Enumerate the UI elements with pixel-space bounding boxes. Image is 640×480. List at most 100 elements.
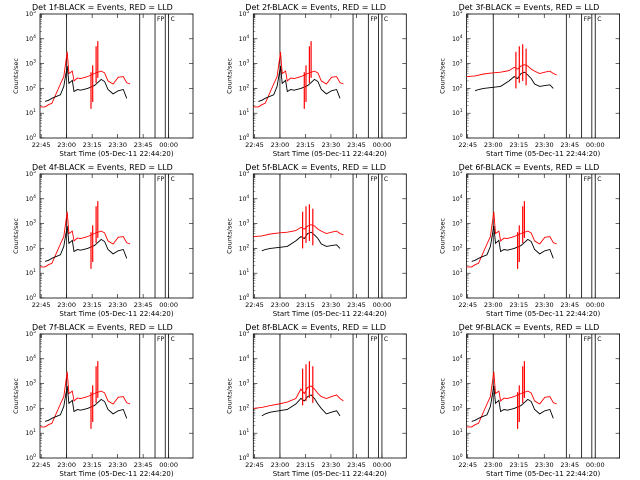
x-tick-label: 23:00 <box>57 141 76 149</box>
x-tick-label: 23:15 <box>509 141 528 149</box>
marker-label: FP <box>157 336 164 343</box>
y-tick-label: 104 <box>239 194 250 203</box>
y-tick-label: 102 <box>25 83 36 92</box>
y-tick-label: 105 <box>25 169 36 178</box>
chart-panel: Det 7f-BLACK = Events, RED = LLD10010110… <box>12 323 194 478</box>
y-tick-exponent: 2 <box>246 403 249 409</box>
marker-label: FP <box>370 336 377 343</box>
y-tick-exponent: 1 <box>460 268 463 274</box>
y-tick-exponent: 0 <box>246 453 249 459</box>
y-tick-label: 101 <box>452 428 463 437</box>
y-tick-label: 100 <box>452 453 463 462</box>
x-axis-label: Start Time (05-Dec-11 22:44:20) <box>486 150 600 158</box>
chart-panel: Det 4f-BLACK = Events, RED = LLD10010110… <box>12 163 194 318</box>
y-tick-exponent: 4 <box>460 354 463 360</box>
plot-frame <box>39 13 194 139</box>
y-tick-exponent: 4 <box>246 354 249 360</box>
x-tick-label: 23:30 <box>535 141 554 149</box>
plot-frame <box>39 173 194 299</box>
x-axis-label: Start Time (05-Dec-11 22:44:20) <box>486 310 600 318</box>
y-tick-exponent: 1 <box>33 428 36 434</box>
y-axis-label: Counts/sec <box>225 58 233 94</box>
y-tick-label: 101 <box>25 428 36 437</box>
x-tick-label: 23:15 <box>509 461 528 469</box>
y-tick-exponent: 3 <box>246 59 249 65</box>
marker-label: FP <box>157 16 164 23</box>
series-line-lld <box>40 51 131 108</box>
x-tick-label: 23:15 <box>296 461 315 469</box>
y-tick-label: 100 <box>452 133 463 142</box>
x-tick-label: 23:45 <box>347 461 366 469</box>
y-axis-label: Counts/sec <box>439 218 447 254</box>
series-line-lld <box>253 51 344 108</box>
plot-frame <box>252 333 407 459</box>
y-axis-label: Counts/sec <box>439 58 447 94</box>
y-tick-label: 100 <box>25 453 36 462</box>
marker-label: C <box>171 336 175 343</box>
y-tick-label: 104 <box>239 354 250 363</box>
x-tick-label: 22:45 <box>458 141 477 149</box>
y-tick-label: 105 <box>452 9 463 18</box>
series-line-lld <box>466 371 557 428</box>
y-tick-exponent: 4 <box>33 354 36 360</box>
marker-label: FP <box>370 176 377 183</box>
y-tick-label: 100 <box>25 133 36 142</box>
y-tick-exponent: 0 <box>33 453 36 459</box>
x-tick-label: 23:45 <box>134 461 153 469</box>
x-tick-label: 23:30 <box>322 301 341 309</box>
y-tick-exponent: 5 <box>460 329 463 335</box>
marker-label: FP <box>584 336 591 343</box>
x-tick-label: 23:30 <box>108 301 127 309</box>
series-line-events <box>471 385 554 422</box>
y-tick-exponent: 1 <box>33 108 36 114</box>
series-line-lld <box>466 64 557 78</box>
x-axis-label: Start Time (05-Dec-11 22:44:20) <box>273 150 387 158</box>
y-tick-exponent: 4 <box>460 194 463 200</box>
marker-label: C <box>384 16 388 23</box>
y-tick-label: 104 <box>452 34 463 43</box>
y-tick-label: 102 <box>239 243 250 252</box>
x-tick-label: 23:00 <box>57 461 76 469</box>
y-tick-label: 101 <box>25 268 36 277</box>
y-tick-label: 105 <box>239 329 250 338</box>
y-tick-exponent: 4 <box>33 34 36 40</box>
y-axis-label: Counts/sec <box>12 218 20 254</box>
chart-title: Det 5f-BLACK = Events, RED = LLD <box>245 163 386 172</box>
y-tick-label: 103 <box>452 379 463 388</box>
y-tick-exponent: 3 <box>460 219 463 225</box>
plot-frame <box>39 333 194 459</box>
x-tick-label: 00:00 <box>159 141 178 149</box>
y-tick-exponent: 2 <box>33 243 36 249</box>
y-tick-exponent: 0 <box>33 133 36 139</box>
y-tick-exponent: 0 <box>246 293 249 299</box>
y-tick-exponent: 0 <box>33 293 36 299</box>
marker-label: C <box>171 176 175 183</box>
y-tick-exponent: 0 <box>460 133 463 139</box>
y-tick-exponent: 5 <box>33 329 36 335</box>
y-tick-label: 102 <box>25 243 36 252</box>
y-tick-label: 105 <box>239 169 250 178</box>
y-tick-exponent: 0 <box>460 293 463 299</box>
y-tick-exponent: 3 <box>33 379 36 385</box>
x-axis-label: Start Time (05-Dec-11 22:44:20) <box>59 470 173 478</box>
chart-title: Det 3f-BLACK = Events, RED = LLD <box>459 3 600 12</box>
y-tick-exponent: 5 <box>246 9 249 15</box>
y-axis-label: Counts/sec <box>12 378 20 414</box>
chart-title: Det 9f-BLACK = Events, RED = LLD <box>459 323 600 332</box>
x-tick-label: 00:00 <box>373 141 392 149</box>
x-axis-label: Start Time (05-Dec-11 22:44:20) <box>273 470 387 478</box>
x-tick-label: 22:45 <box>32 141 51 149</box>
y-tick-exponent: 5 <box>460 9 463 15</box>
y-tick-exponent: 0 <box>246 133 249 139</box>
x-tick-label: 22:45 <box>458 301 477 309</box>
x-axis-label: Start Time (05-Dec-11 22:44:20) <box>486 470 600 478</box>
x-tick-label: 00:00 <box>586 461 605 469</box>
y-tick-label: 103 <box>239 59 250 68</box>
chart-title: Det 1f-BLACK = Events, RED = LLD <box>32 3 173 12</box>
x-tick-label: 23:00 <box>271 141 290 149</box>
x-axis-label: Start Time (05-Dec-11 22:44:20) <box>59 150 173 158</box>
x-tick-label: 00:00 <box>586 141 605 149</box>
y-tick-label: 104 <box>239 34 250 43</box>
y-tick-label: 100 <box>239 133 250 142</box>
